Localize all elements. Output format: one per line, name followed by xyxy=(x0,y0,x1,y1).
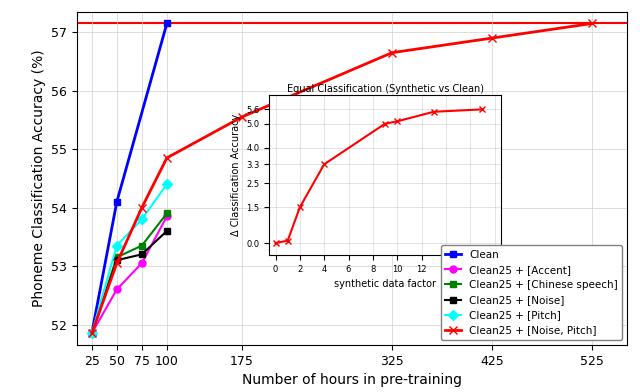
Line: Clean25 + [Chinese speech]: Clean25 + [Chinese speech] xyxy=(88,210,170,337)
Clean25 + [Chinese speech] xyxy=(88,331,95,336)
Line: Clean25 + [Noise, Pitch]: Clean25 + [Noise, Pitch] xyxy=(88,19,596,338)
Clean25 + [Accent] xyxy=(113,287,121,292)
X-axis label: Number of hours in pre-training: Number of hours in pre-training xyxy=(242,373,462,387)
Clean25 + [Accent] xyxy=(163,214,171,219)
Clean25 + [Pitch] xyxy=(88,331,95,336)
Clean25 + [Noise, Pitch] xyxy=(163,156,171,160)
Line: Clean: Clean xyxy=(88,20,170,337)
Clean25 + [Noise, Pitch] xyxy=(113,261,121,265)
Clean25 + [Chinese speech] xyxy=(163,211,171,216)
Clean25 + [Pitch] xyxy=(138,217,146,221)
Clean25 + [Noise, Pitch] xyxy=(488,36,496,40)
Clean25 + [Noise, Pitch] xyxy=(588,21,596,26)
Line: Clean25 + [Pitch]: Clean25 + [Pitch] xyxy=(88,181,170,337)
Y-axis label: Phoneme Classification Accuracy (%): Phoneme Classification Accuracy (%) xyxy=(31,49,45,307)
Clean25 + [Chinese speech] xyxy=(138,243,146,248)
Clean25 + [Accent] xyxy=(88,331,95,336)
Legend: Clean, Clean25 + [Accent], Clean25 + [Chinese speech], Clean25 + [Noise], Clean2: Clean, Clean25 + [Accent], Clean25 + [Ch… xyxy=(441,245,622,340)
Clean xyxy=(113,200,121,204)
Clean25 + [Noise, Pitch] xyxy=(388,50,396,55)
Line: Clean25 + [Noise]: Clean25 + [Noise] xyxy=(88,227,170,337)
Clean25 + [Noise, Pitch] xyxy=(88,331,95,336)
Clean25 + [Chinese speech] xyxy=(113,255,121,260)
Clean25 + [Pitch] xyxy=(113,243,121,248)
Clean25 + [Noise, Pitch] xyxy=(138,205,146,210)
Clean25 + [Accent] xyxy=(138,261,146,265)
Clean25 + [Noise] xyxy=(163,229,171,233)
Clean25 + [Noise, Pitch] xyxy=(238,114,246,119)
Clean25 + [Noise] xyxy=(113,258,121,263)
Clean25 + [Noise] xyxy=(88,331,95,336)
Line: Clean25 + [Accent]: Clean25 + [Accent] xyxy=(88,213,170,337)
Clean xyxy=(163,21,171,26)
Clean xyxy=(88,331,95,336)
Clean25 + [Pitch] xyxy=(163,182,171,187)
Clean25 + [Noise] xyxy=(138,252,146,257)
